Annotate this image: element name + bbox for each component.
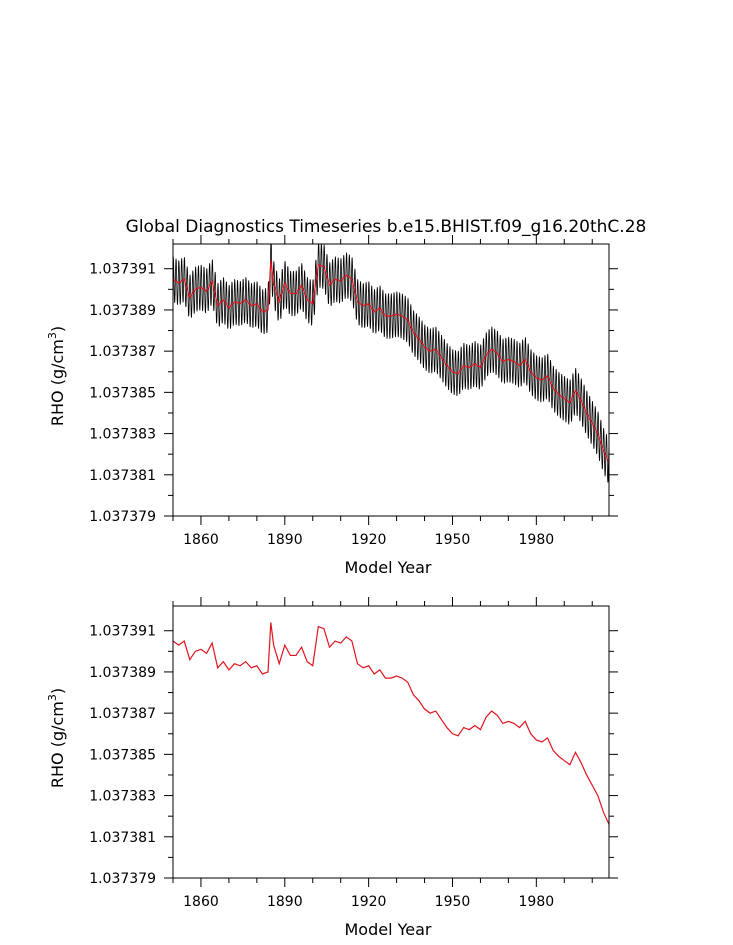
bottom-plot-frame bbox=[172, 605, 610, 879]
top-x-tick-label: 1860 bbox=[183, 532, 219, 548]
bottom-y-axis-label: RHO (g/cm3) bbox=[46, 688, 67, 788]
bottom-x-tick-label: 1950 bbox=[435, 894, 471, 910]
top-y-label-main: RHO (g/cm bbox=[48, 339, 67, 426]
bottom-y-label-main: RHO (g/cm bbox=[48, 701, 67, 788]
bottom-tick-layer: 1860 1890 1920 1950 1980 1.037379 1.037381 1.03… bbox=[89, 597, 618, 910]
top-x-tick-label: 1950 bbox=[435, 532, 471, 548]
bottom-x-tick-label: 1980 bbox=[519, 894, 555, 910]
bottom-x-tick-label: 1920 bbox=[351, 894, 387, 910]
bottom-y-tick-label: 1.037385 bbox=[89, 747, 156, 763]
top-y-tick-label: 1.037391 bbox=[89, 262, 156, 278]
top-x-tick-label: 1890 bbox=[267, 532, 303, 548]
bottom-x-tick-label: 1860 bbox=[183, 894, 219, 910]
top-tick-layer: 1860 1890 1920 1950 1980 1.037379 1.037381 1.03… bbox=[89, 235, 618, 548]
bottom-y-label-sup: 3 bbox=[46, 694, 59, 701]
top-series-layer bbox=[173, 244, 609, 483]
chart-title: Global Diagnostics Timeseries b.e15.BHIS… bbox=[126, 217, 647, 237]
bottom-y-label-tail: ) bbox=[48, 688, 67, 694]
bottom-y-tick-label: 1.037379 bbox=[89, 871, 156, 887]
top-x-tick-label: 1920 bbox=[351, 532, 387, 548]
top-monthly-series-line bbox=[173, 244, 609, 483]
top-annual-mean-line bbox=[173, 260, 609, 463]
bottom-panel: 1860 1890 1920 1950 1980 1.037379 1.037381 1.03… bbox=[46, 597, 618, 939]
top-y-tick-label: 1.037389 bbox=[89, 303, 156, 319]
top-y-tick-label: 1.037385 bbox=[89, 385, 156, 401]
top-y-label-sup: 3 bbox=[46, 332, 59, 339]
top-y-tick-label: 1.037383 bbox=[89, 427, 156, 443]
bottom-x-tick-label: 1890 bbox=[267, 894, 303, 910]
top-x-axis-label: Model Year bbox=[345, 558, 432, 577]
top-y-tick-label: 1.037379 bbox=[89, 509, 156, 525]
bottom-x-axis-label: Model Year bbox=[345, 920, 432, 939]
top-y-axis-label: RHO (g/cm3) bbox=[46, 326, 67, 426]
top-y-tick-label: 1.037387 bbox=[89, 344, 156, 360]
top-y-label-tail: ) bbox=[48, 326, 67, 332]
bottom-series-layer bbox=[173, 622, 609, 825]
top-y-tick-label: 1.037381 bbox=[89, 468, 156, 484]
bottom-y-tick-label: 1.037381 bbox=[89, 830, 156, 846]
top-panel: 1860 1890 1920 1950 1980 1.037379 1.037381 1.03… bbox=[46, 235, 618, 577]
bottom-y-tick-label: 1.037389 bbox=[89, 665, 156, 681]
top-plot-frame bbox=[172, 243, 610, 517]
bottom-y-tick-label: 1.037391 bbox=[89, 624, 156, 640]
top-x-tick-label: 1980 bbox=[519, 532, 555, 548]
bottom-y-tick-label: 1.037383 bbox=[89, 789, 156, 805]
bottom-annual-mean-line bbox=[173, 622, 609, 825]
bottom-y-tick-label: 1.037387 bbox=[89, 706, 156, 722]
